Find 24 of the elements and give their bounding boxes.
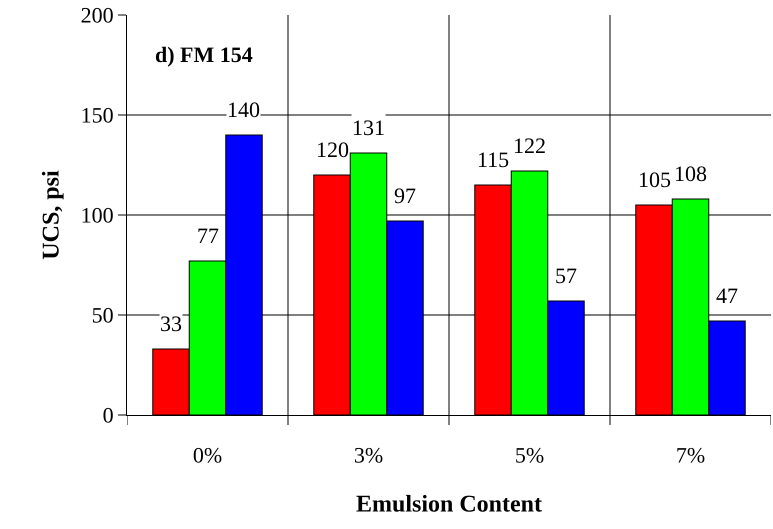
data-label: 57 xyxy=(555,263,577,288)
x-tick-label: 7% xyxy=(676,442,706,468)
data-label: 97 xyxy=(394,183,416,208)
y-axis-title: UCS, psi xyxy=(38,170,65,260)
data-label: 47 xyxy=(716,283,738,308)
y-tick-label: 200 xyxy=(80,2,114,28)
data-label: 105 xyxy=(638,167,671,192)
data-label: 131 xyxy=(352,115,385,140)
y-tick-label: 100 xyxy=(80,202,114,228)
y-tick-label: 0 xyxy=(102,402,114,428)
annotation: d) FM 154 xyxy=(155,42,253,67)
data-label: 122 xyxy=(513,133,546,158)
data-label: 115 xyxy=(477,147,510,172)
y-tick-label: 150 xyxy=(80,102,114,128)
data-label: 108 xyxy=(674,161,707,186)
x-tick-label: 3% xyxy=(354,442,384,468)
x-axis-title: Emulsion Content xyxy=(356,492,542,518)
data-label: 120 xyxy=(316,137,349,162)
y-tick-label: 50 xyxy=(92,302,114,328)
x-tick-label: 0% xyxy=(192,442,222,468)
data-label: 33 xyxy=(160,311,182,336)
data-label: 140 xyxy=(227,97,260,122)
data-label: 77 xyxy=(197,223,219,248)
x-tick-label: 5% xyxy=(514,442,544,468)
